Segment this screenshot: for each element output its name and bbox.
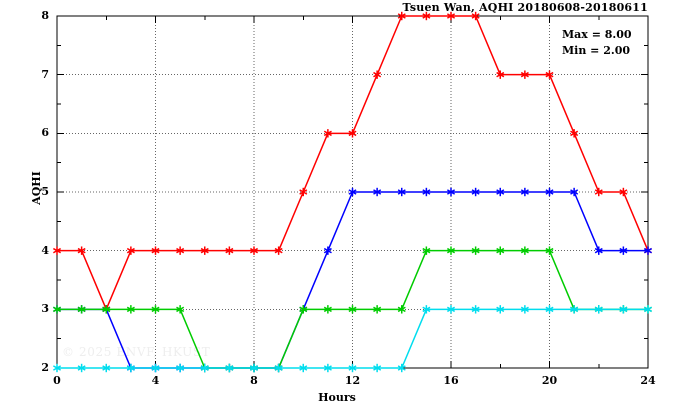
minmax-annotation: Max = 8.00 Min = 2.00 xyxy=(562,27,632,59)
series-series_4 xyxy=(52,305,653,373)
x-axis-label: Hours xyxy=(318,391,356,404)
x-tick-label: 4 xyxy=(151,374,160,387)
x-tick-label: 24 xyxy=(640,374,656,387)
y-tick-label: 2 xyxy=(41,361,49,374)
min-label: Min = 2.00 xyxy=(562,44,631,57)
y-tick-label: 6 xyxy=(41,126,49,140)
x-tick-label: 8 xyxy=(250,374,258,387)
y-tick-label: 4 xyxy=(41,243,49,257)
y-tick-label: 3 xyxy=(41,302,49,316)
data-series-layer xyxy=(52,11,653,373)
y-tick-label: 7 xyxy=(41,67,49,81)
x-tick-label: 20 xyxy=(541,374,558,387)
x-tick-label: 12 xyxy=(344,374,361,387)
max-label: Max = 8.00 xyxy=(562,28,632,41)
x-tick-label: 0 xyxy=(53,374,61,387)
y-tick-label: 5 xyxy=(41,185,49,198)
chart-title: Tsuen Wan, AQHI 20180608-20180611 xyxy=(402,1,648,14)
y-tick-label: 8 xyxy=(41,9,49,22)
x-tick-label: 16 xyxy=(443,374,459,387)
